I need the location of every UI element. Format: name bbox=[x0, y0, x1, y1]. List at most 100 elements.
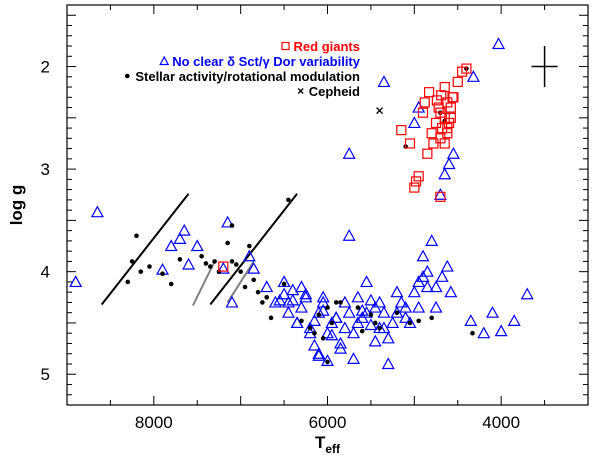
dot-point bbox=[229, 223, 235, 228]
dot-point bbox=[316, 312, 322, 318]
triangle-point bbox=[438, 167, 452, 180]
triangle-point bbox=[403, 316, 417, 329]
dot-point bbox=[429, 315, 435, 321]
triangle-point bbox=[373, 321, 387, 334]
square-point bbox=[442, 97, 453, 108]
triangle-point bbox=[316, 290, 330, 303]
dot-point bbox=[355, 305, 361, 310]
dot-point bbox=[377, 325, 382, 331]
triangle-point bbox=[399, 311, 413, 323]
dot-point bbox=[416, 318, 421, 324]
x-tick-label: 8000 bbox=[135, 413, 173, 432]
square-point bbox=[437, 122, 448, 134]
triangle-point bbox=[425, 234, 439, 246]
triangle-point bbox=[429, 280, 443, 293]
dot-point bbox=[212, 259, 217, 264]
triangle-point bbox=[377, 305, 391, 318]
square-point bbox=[439, 81, 450, 93]
triangle-point bbox=[464, 314, 478, 326]
dot-point bbox=[199, 253, 204, 259]
triangle-point bbox=[312, 349, 326, 361]
triangle-point bbox=[351, 290, 365, 303]
legend-label: Cepheid bbox=[309, 84, 360, 99]
dot-point bbox=[168, 281, 174, 287]
triangle-point bbox=[446, 146, 460, 159]
square-point bbox=[442, 128, 453, 139]
dot-point bbox=[372, 320, 378, 326]
dot-point bbox=[299, 318, 304, 324]
triangle-point bbox=[334, 336, 348, 349]
square-point bbox=[445, 102, 456, 113]
dot-point bbox=[247, 243, 252, 249]
dot-point bbox=[203, 261, 209, 266]
axis-ticks bbox=[66, 4, 589, 406]
triangle-point bbox=[520, 287, 534, 300]
triangle-point bbox=[407, 116, 421, 129]
triangle-point bbox=[277, 287, 291, 300]
triangle-point bbox=[368, 334, 382, 347]
legend-label: Red giants bbox=[294, 39, 360, 54]
triangle-point bbox=[494, 324, 508, 337]
dot-point bbox=[255, 289, 261, 295]
triangle-point bbox=[420, 264, 434, 277]
legend-marker-square bbox=[281, 41, 290, 51]
triangle-point bbox=[412, 300, 426, 313]
triangle-point bbox=[347, 352, 361, 364]
triangle-point bbox=[294, 280, 308, 293]
dot-point bbox=[125, 279, 131, 285]
square-point bbox=[428, 138, 439, 149]
dot-point bbox=[470, 330, 475, 336]
y-tick-label: 3 bbox=[41, 160, 50, 179]
square-point bbox=[423, 87, 435, 98]
dot-point bbox=[238, 269, 243, 274]
dot-point bbox=[333, 300, 339, 305]
triangle-point bbox=[325, 328, 339, 341]
triangle-point bbox=[221, 215, 235, 228]
dot-point bbox=[264, 295, 270, 300]
triangle-point bbox=[412, 275, 426, 288]
triangle-point bbox=[277, 275, 291, 288]
triangle-point bbox=[273, 293, 287, 306]
triangle-point bbox=[360, 275, 374, 288]
reference-line bbox=[209, 193, 298, 306]
triangle-point bbox=[90, 205, 104, 218]
square-point bbox=[430, 117, 442, 129]
triangle-point bbox=[173, 232, 187, 244]
dot-point bbox=[281, 281, 287, 287]
square-point bbox=[409, 182, 420, 193]
y-axis-label: log g bbox=[7, 185, 26, 226]
dot-point bbox=[129, 259, 135, 264]
triangle-point bbox=[190, 239, 204, 252]
triangle-point bbox=[164, 239, 178, 252]
legend-marker-triangle bbox=[159, 55, 170, 66]
dot-point bbox=[147, 264, 152, 269]
tick-labels: 8000 6000 4000 2 3 4 5 bbox=[41, 58, 521, 432]
square-point bbox=[417, 107, 429, 118]
triangle-point bbox=[334, 341, 348, 354]
x-axis-label: Teff bbox=[315, 433, 341, 456]
triangle-point bbox=[399, 300, 413, 313]
dot-point bbox=[286, 197, 291, 203]
dot-point bbox=[325, 305, 330, 310]
triangle-point bbox=[307, 338, 321, 351]
triangle-point bbox=[390, 285, 404, 298]
dot-point bbox=[329, 320, 335, 326]
triangle-point bbox=[429, 300, 443, 313]
triangle-point bbox=[373, 295, 387, 308]
square-point bbox=[396, 125, 407, 136]
dot-point bbox=[312, 330, 317, 336]
dot-point bbox=[394, 310, 400, 315]
y-tick-label: 4 bbox=[41, 263, 50, 282]
triangle-point bbox=[435, 270, 449, 282]
reference-line bbox=[192, 260, 216, 306]
triangle-point bbox=[477, 326, 491, 339]
triangle-point bbox=[492, 37, 506, 50]
triangle-point bbox=[329, 311, 343, 323]
dot-point bbox=[359, 328, 365, 334]
triangle-point bbox=[381, 331, 395, 344]
triangle-point bbox=[347, 326, 361, 339]
triangle-point bbox=[342, 146, 356, 159]
square-point bbox=[435, 191, 446, 202]
